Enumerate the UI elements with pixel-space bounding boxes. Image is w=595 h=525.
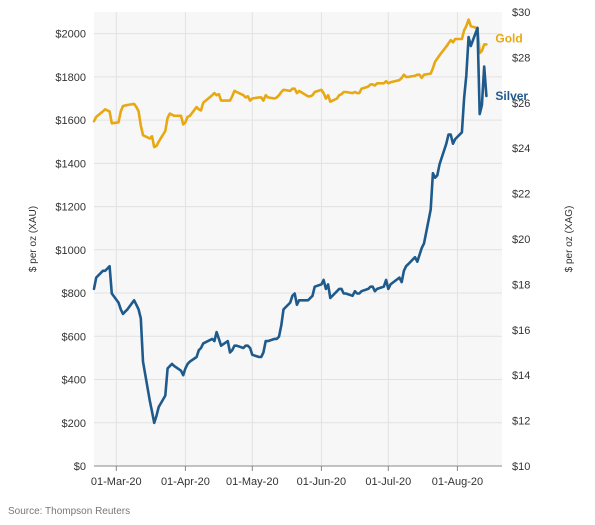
- right-tick-label: $22: [512, 189, 530, 201]
- right-tick-label: $28: [512, 52, 530, 64]
- x-tick-label: 01-Jun-20: [297, 476, 347, 488]
- source-note: Source: Thompson Reuters: [8, 506, 131, 517]
- series-label-silver: Silver: [495, 89, 528, 103]
- right-tick-label: $12: [512, 416, 530, 428]
- x-tick-label: 01-Apr-20: [161, 476, 210, 488]
- left-axis: $0 $200 $400 $600 $800 $1000 $1200 $1400 $1600 $1…: [55, 29, 86, 473]
- plot-area: [94, 12, 502, 466]
- left-tick-label: $400: [62, 375, 86, 387]
- x-axis: 01-Mar-20 01-Apr-20 01-May-20 01-Jun-20 01-J…: [91, 465, 502, 488]
- right-tick-label: $20: [512, 234, 530, 246]
- left-tick-label: $800: [62, 288, 86, 300]
- left-tick-label: $2000: [55, 29, 86, 41]
- right-tick-label: $26: [512, 98, 530, 110]
- left-axis-title: $ per oz (XAU): [28, 206, 39, 272]
- left-tick-label: $600: [62, 331, 86, 343]
- right-axis: $10 $12 $14 $16 $18 $20 $22 $24 $26 $28 $30: [512, 7, 530, 473]
- left-tick-label: $1000: [55, 245, 86, 257]
- left-tick-label: $200: [62, 418, 86, 430]
- right-tick-label: $18: [512, 279, 530, 291]
- left-tick-label: $0: [74, 461, 86, 473]
- right-tick-label: $30: [512, 7, 530, 19]
- left-tick-label: $1400: [55, 158, 86, 170]
- x-tick-label: 01-May-20: [226, 476, 279, 488]
- right-tick-label: $14: [512, 370, 530, 382]
- left-tick-label: $1600: [55, 115, 86, 127]
- series-group: Gold Silver: [92, 18, 528, 425]
- right-tick-label: $16: [512, 325, 530, 337]
- x-tick-label: 01-Aug-20: [432, 476, 483, 488]
- right-tick-label: $24: [512, 143, 530, 155]
- x-tick-label: 01-Mar-20: [91, 476, 142, 488]
- x-tick-label: 01-Jul-20: [365, 476, 411, 488]
- left-tick-label: $1200: [55, 202, 86, 214]
- right-tick-label: $10: [512, 461, 530, 473]
- grid: [94, 12, 502, 467]
- series-label-gold: Gold: [495, 31, 522, 45]
- left-tick-label: $1800: [55, 72, 86, 84]
- series-line-silver: [92, 26, 488, 425]
- right-axis-title: $ per oz (XAG): [564, 206, 575, 273]
- series-line-gold: [92, 18, 488, 149]
